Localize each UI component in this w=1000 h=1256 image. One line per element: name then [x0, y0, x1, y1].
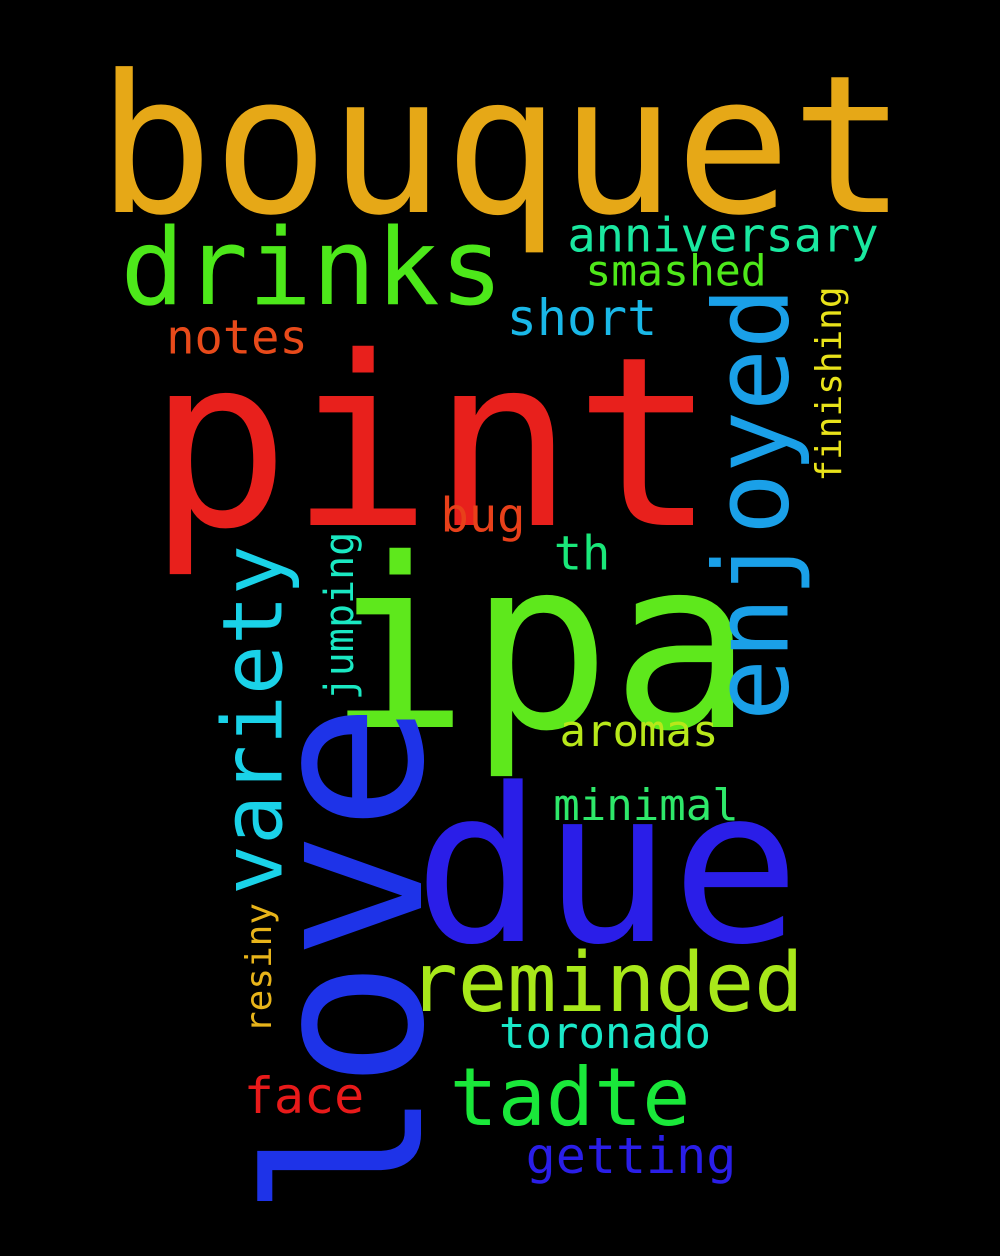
word-drinks: drinks	[120, 206, 504, 329]
word-enjoyed: enjoyed	[692, 286, 813, 722]
word-getting: getting	[525, 1127, 737, 1185]
word-finishing: finishing	[809, 286, 850, 482]
word-due: due	[413, 743, 801, 992]
word-toronado: toronado	[499, 1008, 711, 1059]
word-variety: variety	[204, 545, 302, 895]
word-face: face	[243, 1067, 365, 1125]
word-aromas: aromas	[559, 706, 719, 757]
word-ipa: ipa	[326, 508, 754, 783]
word-reminded: reminded	[408, 936, 804, 1031]
word-tadte: tadte	[449, 1051, 691, 1144]
word-jumping: jumping	[317, 531, 363, 701]
word-smashed: smashed	[585, 246, 767, 297]
word-short: short	[506, 289, 658, 347]
word-bouquet: bouquet	[97, 35, 907, 258]
word-anniversary: anniversary	[567, 208, 879, 264]
word-minimal: minimal	[553, 780, 739, 831]
word-notes: notes	[166, 310, 308, 366]
word-resiny: resiny	[239, 902, 280, 1034]
word-pint: pint	[147, 306, 717, 581]
word-bug: bug	[440, 488, 526, 544]
word-th: th	[553, 526, 611, 582]
